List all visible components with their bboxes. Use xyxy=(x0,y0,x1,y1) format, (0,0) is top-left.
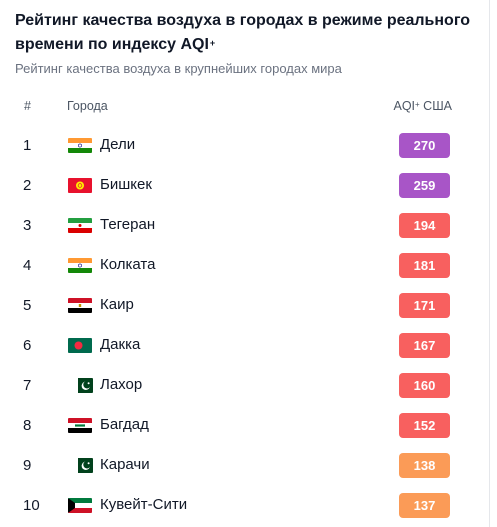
pakistan-flag-icon xyxy=(73,458,93,473)
aqi-badge: 137 xyxy=(399,493,450,518)
city-link[interactable]: Карачи xyxy=(100,456,150,473)
aqi-badge: 181 xyxy=(399,253,450,278)
aqi-badge: 171 xyxy=(399,293,450,318)
rank-number: 9 xyxy=(23,457,32,474)
column-header-rank: # xyxy=(24,99,31,113)
city-link[interactable]: Колката xyxy=(100,256,156,273)
table-row[interactable]: 3 Тегеран 194 xyxy=(0,211,480,239)
table-row[interactable]: 6 Дакка 167 xyxy=(0,331,480,359)
city-link[interactable]: Лахор xyxy=(100,376,143,393)
table-row[interactable]: 10 Кувейт-Сити 137 xyxy=(0,491,480,519)
city-link[interactable]: Дакка xyxy=(100,336,141,353)
kuwait-flag-icon xyxy=(68,498,92,513)
city-link[interactable]: Тегеран xyxy=(100,216,156,233)
aqi-badge: 194 xyxy=(399,213,450,238)
rank-number: 10 xyxy=(23,497,40,514)
city-link[interactable]: Кувейт-Сити xyxy=(100,496,188,513)
page-title: Рейтинг качества воздуха в городах в реж… xyxy=(15,12,471,53)
aqi-badge: 259 xyxy=(399,173,450,198)
rank-number: 4 xyxy=(23,257,32,274)
rank-number: 6 xyxy=(23,337,32,354)
city-link[interactable]: Бишкек xyxy=(100,176,152,193)
rank-number: 7 xyxy=(23,377,32,394)
rank-number: 5 xyxy=(23,297,32,314)
india-flag-icon xyxy=(68,258,92,273)
table-row[interactable]: 4 Колката 181 xyxy=(0,251,480,279)
aqi-badge: 138 xyxy=(399,453,450,478)
table-row[interactable]: 2 Бишкек 259 xyxy=(0,171,480,199)
iraq-flag-icon xyxy=(68,418,92,433)
kyrgyzstan-flag-icon xyxy=(68,178,92,193)
aqi-badge: 270 xyxy=(399,133,450,158)
rank-number: 8 xyxy=(23,417,32,434)
table-row[interactable]: 7 Лахор 160 xyxy=(0,371,480,399)
bangladesh-flag-icon xyxy=(68,338,92,353)
city-link[interactable]: Багдад xyxy=(100,416,149,433)
aqi-badge: 152 xyxy=(399,413,450,438)
rank-number: 2 xyxy=(23,177,32,194)
city-link[interactable]: Дели xyxy=(100,136,136,153)
table-row[interactable]: 5 Каир 171 xyxy=(0,291,480,319)
column-header-city: Города xyxy=(67,99,108,113)
india-flag-icon xyxy=(68,138,92,153)
aqi-badge: 160 xyxy=(399,373,450,398)
table-row[interactable]: 9 Карачи 138 xyxy=(0,451,480,479)
page-subtitle: Рейтинг качества воздуха в крупнейших го… xyxy=(15,61,342,76)
rank-number: 1 xyxy=(23,137,32,154)
pakistan-flag-icon xyxy=(73,378,93,393)
iran-flag-icon xyxy=(68,218,92,233)
aqi-badge: 167 xyxy=(399,333,450,358)
panel-divider xyxy=(489,0,490,527)
table-row[interactable]: 1 Дели 270 xyxy=(0,131,480,159)
table-row[interactable]: 8 Багдад 152 xyxy=(0,411,480,439)
egypt-flag-icon xyxy=(68,298,92,313)
column-header-aqi: AQI+ США xyxy=(393,99,452,113)
rank-number: 3 xyxy=(23,217,32,234)
city-link[interactable]: Каир xyxy=(100,296,134,313)
